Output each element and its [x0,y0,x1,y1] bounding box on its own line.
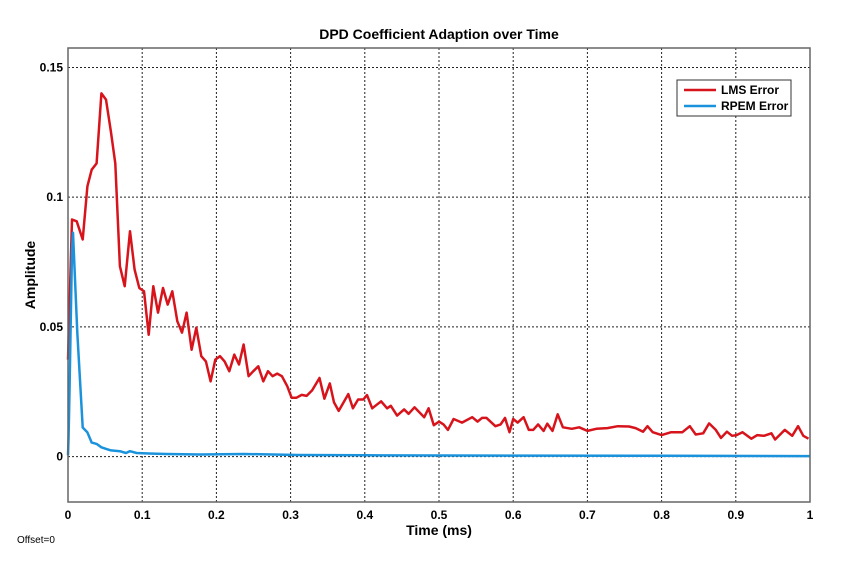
legend-box [676,79,792,117]
legend-label-lms: LMS Error [721,83,779,97]
x-ticks: 0 0.1 0.2 0.3 0.4 0.5 0.6 0.7 0.8 0.9 1 [65,508,814,522]
y-tick-label: 0.05 [40,320,64,334]
y-ticks: 0 0.05 0.1 0.15 [40,60,64,463]
x-tick-label: 0.6 [505,508,522,522]
x-axis-label: Time (ms) [406,522,472,538]
x-tick-label: 0.4 [356,508,373,522]
y-axis-label: Amplitude [22,241,38,310]
chart-title: DPD Coefficient Adaption over Time [319,26,559,42]
y-tick-label: 0.1 [46,190,63,204]
x-tick-label: 0 [65,508,72,522]
offset-annotation: Offset=0 [17,535,55,546]
x-tick-label: 0.8 [653,508,670,522]
series-line-rpem-error [66,231,811,458]
x-tick-label: 0.3 [282,508,299,522]
legend: LMS Error RPEM Error [676,79,792,117]
x-tick-label: 0.2 [208,508,225,522]
x-tick-label: 1 [807,508,814,522]
y-tick-label: 0.15 [40,60,64,74]
y-tick-label: 0 [56,450,63,464]
x-tick-label: 0.1 [134,508,151,522]
x-tick-label: 0.7 [579,508,596,522]
plot-frame [67,47,811,503]
series-lines [66,92,811,458]
x-tick-label: 0.9 [727,508,744,522]
series-line-lms-error [66,92,810,441]
legend-label-rpem: RPEM Error [721,99,789,113]
x-tick-label: 0.5 [431,508,448,522]
